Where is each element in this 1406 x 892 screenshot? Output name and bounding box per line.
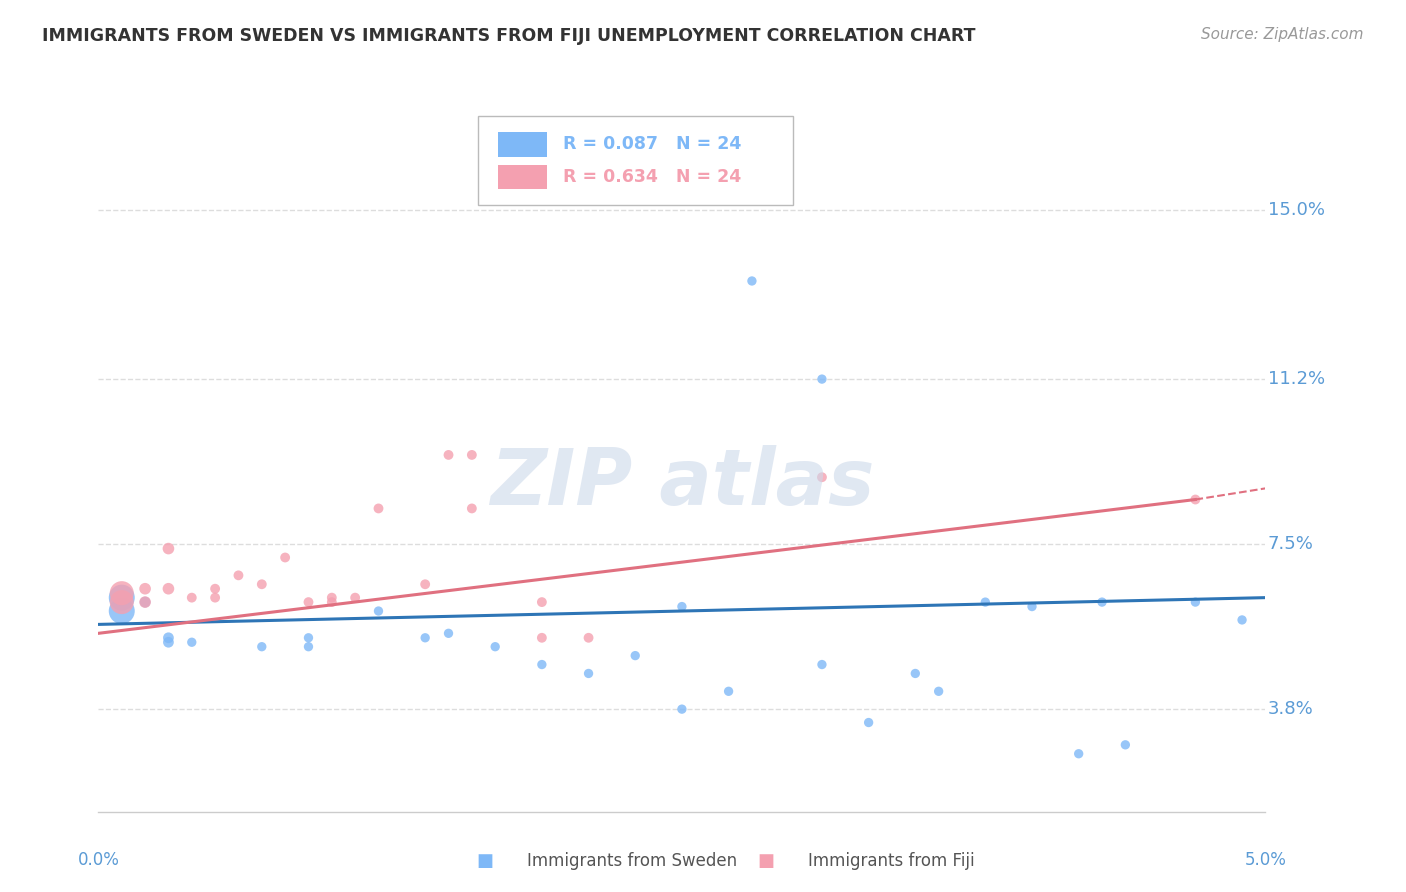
Point (437, 626, 460, 640)
Point (204, 591, 226, 605)
Text: 3.8%: 3.8% (1268, 700, 1313, 718)
Point (413, 577, 436, 591)
Text: Immigrants from Fiji: Immigrants from Fiji (808, 852, 976, 870)
Point (204, 582, 226, 596)
Point (437, 448, 460, 462)
Point (157, 635, 180, 649)
Point (671, 599, 693, 614)
Point (1067, 747, 1090, 761)
Point (157, 631, 180, 645)
Point (624, 648, 647, 663)
Point (904, 666, 927, 681)
FancyBboxPatch shape (498, 132, 547, 157)
Point (1021, 599, 1043, 614)
Point (180, 635, 202, 649)
Text: Source: ZipAtlas.com: Source: ZipAtlas.com (1201, 27, 1364, 42)
Point (741, 274, 763, 288)
Point (811, 657, 834, 672)
Point (1091, 595, 1114, 609)
Point (1184, 595, 1206, 609)
Point (530, 657, 553, 672)
Point (367, 604, 389, 618)
Point (578, 631, 600, 645)
Point (297, 631, 319, 645)
Point (297, 640, 319, 654)
Text: 5.0%: 5.0% (1244, 851, 1286, 869)
Point (228, 568, 250, 582)
Point (297, 595, 319, 609)
Point (461, 448, 484, 462)
Text: R = 0.087   N = 24: R = 0.087 N = 24 (562, 135, 741, 153)
Text: Immigrants from Sweden: Immigrants from Sweden (527, 852, 737, 870)
Text: ZIP atlas: ZIP atlas (489, 445, 875, 522)
Point (974, 595, 997, 609)
Point (111, 595, 134, 609)
Point (1184, 492, 1206, 507)
Point (321, 591, 343, 605)
Point (1230, 613, 1253, 627)
Point (858, 715, 880, 730)
Point (671, 702, 693, 716)
Point (530, 595, 553, 609)
Point (274, 550, 297, 565)
Point (530, 631, 553, 645)
Point (111, 604, 134, 618)
Point (134, 582, 156, 596)
Text: ■: ■ (477, 852, 494, 870)
Point (250, 640, 273, 654)
Point (111, 591, 134, 605)
Point (134, 595, 156, 609)
FancyBboxPatch shape (498, 165, 547, 189)
Point (321, 595, 343, 609)
FancyBboxPatch shape (478, 116, 793, 205)
Point (928, 684, 950, 698)
Point (157, 582, 180, 596)
Point (344, 591, 367, 605)
Point (413, 631, 436, 645)
Text: 7.5%: 7.5% (1268, 535, 1313, 553)
Text: 11.2%: 11.2% (1268, 370, 1324, 388)
Text: IMMIGRANTS FROM SWEDEN VS IMMIGRANTS FROM FIJI UNEMPLOYMENT CORRELATION CHART: IMMIGRANTS FROM SWEDEN VS IMMIGRANTS FRO… (42, 27, 976, 45)
Text: 15.0%: 15.0% (1268, 201, 1324, 219)
Point (461, 501, 484, 516)
Point (811, 470, 834, 484)
Point (1114, 738, 1136, 752)
Point (157, 541, 180, 556)
Point (578, 666, 600, 681)
Point (180, 591, 202, 605)
Point (250, 577, 273, 591)
Text: ■: ■ (758, 852, 775, 870)
Text: 0.0%: 0.0% (77, 851, 120, 869)
Text: R = 0.634   N = 24: R = 0.634 N = 24 (562, 168, 741, 186)
Point (811, 372, 834, 386)
Point (484, 640, 506, 654)
Point (367, 501, 389, 516)
Point (134, 595, 156, 609)
Point (717, 684, 740, 698)
Point (111, 586, 134, 600)
